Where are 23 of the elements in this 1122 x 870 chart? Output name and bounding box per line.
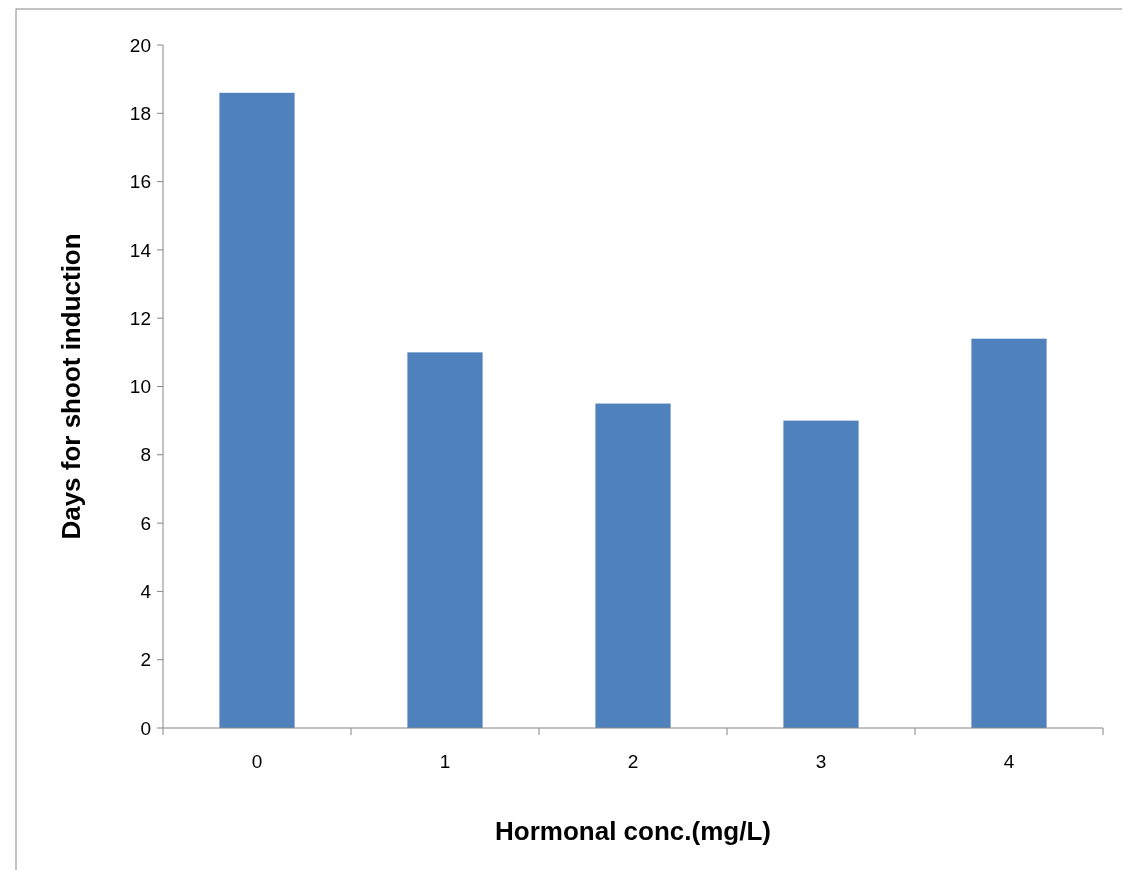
y-tick-label: 2	[140, 649, 151, 671]
y-tick-label: 6	[140, 512, 151, 534]
y-axis-title: Days for shoot induction	[56, 233, 86, 540]
x-tick-label: 2	[627, 751, 639, 772]
bar	[783, 420, 859, 728]
bar	[407, 352, 483, 728]
x-axis-title: Hormonal conc.(mg/L)	[495, 816, 771, 846]
bar	[595, 403, 671, 728]
y-tick-label: 18	[129, 102, 151, 124]
bar	[219, 92, 295, 728]
y-tick-label: 20	[129, 34, 151, 56]
bar	[971, 338, 1047, 728]
x-tick-label: 1	[439, 751, 451, 772]
y-tick-label: 0	[140, 717, 151, 739]
x-tick-label: 4	[1003, 751, 1015, 772]
y-tick-label: 10	[129, 376, 151, 398]
y-tick-label: 8	[140, 444, 151, 466]
y-tick-label: 16	[129, 171, 151, 193]
y-tick-label: 4	[140, 581, 152, 603]
x-tick-label: 0	[251, 751, 263, 772]
y-tick-label: 14	[129, 239, 152, 261]
y-tick-label: 12	[129, 307, 151, 329]
x-tick-label: 3	[815, 751, 827, 772]
